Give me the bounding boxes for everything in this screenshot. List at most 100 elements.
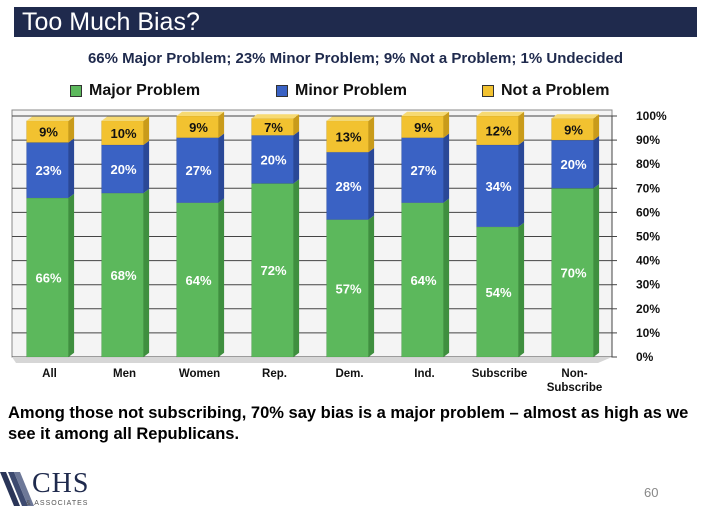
bar-segment bbox=[176, 202, 219, 358]
data-label: 70% bbox=[560, 266, 586, 281]
bar-top bbox=[326, 116, 375, 121]
y-tick-label: 0% bbox=[636, 350, 654, 364]
data-label: 9% bbox=[39, 125, 58, 140]
data-label: 28% bbox=[335, 179, 361, 194]
bar-segment bbox=[401, 137, 444, 204]
bar-top bbox=[401, 111, 450, 116]
bar-side bbox=[143, 116, 150, 145]
bar-side bbox=[443, 133, 450, 203]
bar-side bbox=[293, 131, 300, 184]
chs-logo-icon bbox=[0, 472, 34, 506]
data-label: 54% bbox=[485, 285, 511, 300]
data-label: 72% bbox=[260, 263, 286, 278]
legend-swatch-not bbox=[482, 85, 494, 97]
y-tick-label: 20% bbox=[636, 302, 660, 316]
logo-text: CHS bbox=[32, 468, 90, 499]
legend-item-not: Not a Problem bbox=[482, 82, 609, 100]
data-label: 64% bbox=[410, 273, 436, 288]
data-label: 10% bbox=[110, 126, 136, 141]
data-label: 9% bbox=[564, 122, 583, 137]
legend-label-not: Not a Problem bbox=[501, 82, 610, 99]
bar-top bbox=[26, 116, 75, 121]
bar-segment bbox=[401, 202, 444, 358]
bar-side bbox=[293, 179, 300, 357]
y-tick-label: 60% bbox=[636, 205, 660, 219]
data-label: 20% bbox=[110, 162, 136, 177]
data-label: 68% bbox=[110, 268, 136, 283]
bar-segment bbox=[101, 144, 144, 194]
bar-segment bbox=[101, 192, 144, 358]
bar-segment bbox=[476, 144, 519, 228]
data-label: 13% bbox=[335, 129, 361, 144]
bar-side bbox=[68, 138, 75, 198]
bar-side bbox=[293, 114, 300, 136]
bar-side bbox=[593, 135, 600, 189]
bar-segment bbox=[251, 135, 294, 184]
bar-side bbox=[518, 140, 525, 227]
x-tick-label: Subscribe bbox=[547, 382, 603, 394]
data-label: 9% bbox=[414, 120, 433, 135]
stacked-bar-chart: 0% 10% 20% 30% 40% 50% 60% 70% 80% 90% 100% 66% 23% 9… bbox=[11, 109, 667, 394]
page-title: Too Much Bias? bbox=[22, 8, 200, 36]
data-label: 20% bbox=[260, 152, 286, 167]
legend-item-minor: Minor Problem bbox=[276, 82, 407, 100]
bar-side bbox=[143, 188, 150, 357]
x-tick-label: Women bbox=[179, 368, 220, 380]
data-label: 64% bbox=[185, 273, 211, 288]
bar-side bbox=[368, 147, 375, 220]
data-label: 27% bbox=[185, 163, 211, 178]
data-label: 9% bbox=[189, 120, 208, 135]
legend-swatch-minor bbox=[276, 85, 288, 97]
chart-legend: Major Problem Minor Problem Not a Proble… bbox=[0, 82, 711, 102]
bar-segment bbox=[176, 137, 219, 204]
bar-side bbox=[593, 114, 600, 141]
y-tick-label: 10% bbox=[636, 326, 660, 340]
data-label: 23% bbox=[35, 163, 61, 178]
x-tick-label: All bbox=[42, 368, 57, 380]
bar-top bbox=[476, 111, 525, 116]
bar-top bbox=[176, 111, 225, 116]
bar-top bbox=[551, 114, 600, 119]
x-tick-label: Rep. bbox=[262, 368, 287, 380]
bar-segment bbox=[101, 120, 144, 146]
data-label: 66% bbox=[35, 270, 61, 285]
legend-swatch-major bbox=[70, 85, 82, 97]
x-tick-label: Men bbox=[113, 368, 136, 380]
y-tick-label: 30% bbox=[636, 278, 660, 292]
y-tick-label: 90% bbox=[636, 133, 660, 147]
bar-side bbox=[368, 215, 375, 357]
chart-caption: Among those not subscribing, 70% say bia… bbox=[8, 404, 689, 443]
y-tick-label: 50% bbox=[636, 230, 660, 244]
bar-top bbox=[251, 114, 300, 119]
bar-segment bbox=[476, 226, 519, 358]
chart-subtitle: 66% Major Problem; 23% Minor Problem; 9%… bbox=[87, 50, 624, 67]
bar-side bbox=[218, 111, 225, 138]
data-label: 27% bbox=[410, 163, 436, 178]
bar-segment bbox=[26, 197, 69, 358]
logo-subtext: & ASSOCIATES bbox=[26, 500, 89, 507]
data-label: 20% bbox=[560, 157, 586, 172]
data-label: 34% bbox=[485, 179, 511, 194]
legend-label-minor: Minor Problem bbox=[295, 82, 408, 99]
bar-segment bbox=[326, 151, 369, 220]
data-label: 12% bbox=[485, 123, 511, 138]
data-label: 57% bbox=[335, 281, 361, 296]
bar-top bbox=[101, 116, 150, 121]
bar-segment bbox=[476, 115, 519, 146]
bar-side bbox=[518, 111, 525, 145]
data-label: 7% bbox=[264, 120, 283, 135]
bar-side bbox=[68, 116, 75, 143]
y-tick-label: 70% bbox=[636, 181, 660, 195]
bar-side bbox=[593, 184, 600, 357]
bar-side bbox=[68, 193, 75, 357]
x-tick-label: Dem. bbox=[335, 368, 363, 380]
x-tick-label: Ind. bbox=[414, 368, 434, 380]
bar-segment bbox=[326, 120, 369, 153]
title-bar: Too Much Bias? bbox=[14, 7, 697, 37]
bar-side bbox=[218, 198, 225, 357]
plot-floor bbox=[12, 357, 612, 363]
legend-label-major: Major Problem bbox=[89, 82, 201, 99]
bar-side bbox=[218, 133, 225, 203]
x-tick-label: Non- bbox=[561, 368, 587, 380]
bar-side bbox=[518, 222, 525, 357]
